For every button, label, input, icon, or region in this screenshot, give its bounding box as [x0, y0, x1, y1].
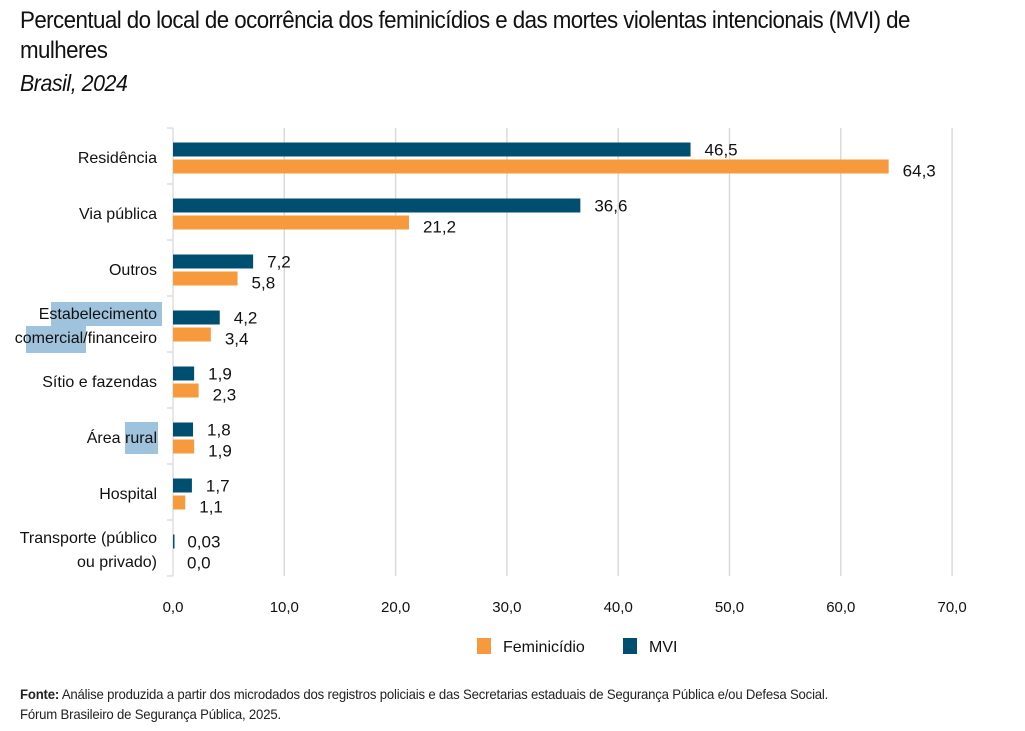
x-tick-label: 50,0 — [715, 599, 744, 616]
source-line2: Fórum Brasileiro de Segurança Pública, 2… — [20, 706, 281, 722]
category-label: comercial/financeiro — [15, 330, 157, 347]
category-label: Hospital — [99, 486, 157, 503]
bar-feminicidio — [173, 495, 186, 510]
value-label-feminicidio: 1,1 — [199, 498, 223, 517]
source-label: Fonte: — [20, 686, 60, 702]
gridlines — [167, 127, 953, 577]
bar-mvi — [173, 422, 194, 437]
highlight-comercial — [26, 326, 86, 353]
category-label: Estabelecimento — [39, 306, 157, 323]
value-label-mvi: 4,2 — [234, 309, 258, 328]
legend-swatch — [623, 638, 637, 654]
bar-feminicidio — [173, 439, 195, 454]
bar-mvi — [173, 254, 254, 269]
value-label-mvi: 7,2 — [267, 253, 291, 272]
category-label: Residência — [78, 150, 157, 167]
category-labels: Residência Via pública Outros Estabelecimen… — [15, 150, 157, 571]
bar-feminicidio — [173, 159, 889, 174]
bar-feminicidio — [173, 327, 211, 342]
bar-mvi — [173, 198, 581, 213]
source-note: Fonte: Análise produzida a partir dos mi… — [20, 684, 1016, 724]
value-label-feminicidio: 2,3 — [213, 386, 237, 405]
chart-subtitle: Brasil, 2024 — [20, 70, 128, 96]
legend-swatch — [477, 638, 491, 654]
value-label-feminicidio: 21,2 — [423, 218, 456, 237]
x-tick-label: 10,0 — [270, 599, 299, 616]
value-label-feminicidio: 3,4 — [225, 330, 249, 349]
legend-label: MVI — [649, 639, 677, 656]
x-tick-label: 20,0 — [381, 599, 410, 616]
category-label: Sítio e fazendas — [42, 374, 157, 391]
text-highlights — [26, 302, 162, 454]
highlight-rural — [125, 422, 158, 454]
bar-feminicidio — [173, 383, 199, 398]
bar-mvi — [173, 534, 175, 549]
chart-title: Percentual do local de ocorrência dos fe… — [20, 7, 910, 64]
value-label-mvi: 0,03 — [187, 533, 220, 552]
category-label: Outros — [109, 262, 157, 279]
legend: Feminicídio MVI — [477, 638, 677, 656]
value-label-feminicidio: 64,3 — [903, 162, 936, 181]
x-axis-ticks: 0,0 10,0 20,0 30,0 40,0 50,0 60,0 70,0 — [163, 599, 967, 616]
bar-mvi — [173, 310, 220, 325]
category-label: Via pública — [79, 206, 157, 223]
bar-mvi — [173, 478, 192, 493]
x-tick-label: 70,0 — [937, 599, 966, 616]
x-tick-label: 60,0 — [826, 599, 855, 616]
x-tick-label: 30,0 — [492, 599, 521, 616]
value-label-feminicidio: 0,0 — [187, 554, 211, 573]
bar-mvi — [173, 366, 195, 381]
category-label: Transporte (público — [20, 530, 157, 547]
category-label: Área rural — [87, 428, 157, 447]
value-label-mvi: 1,8 — [207, 421, 231, 440]
bars — [173, 142, 889, 549]
value-label-mvi: 36,6 — [594, 197, 627, 216]
x-tick-label: 0,0 — [163, 599, 184, 616]
value-label-mvi: 1,9 — [208, 365, 232, 384]
bar-feminicidio — [173, 215, 409, 230]
x-tick-label: 40,0 — [604, 599, 633, 616]
value-labels: 46,5 64,3 36,6 21,2 7,2 5,8 4,2 3,4 1,9 2,3 1,8 1,9… — [187, 141, 936, 573]
legend-label: Feminicídio — [503, 639, 585, 656]
category-label: ou privado) — [77, 554, 157, 571]
value-label-feminicidio: 1,9 — [208, 442, 232, 461]
bar-mvi — [173, 142, 691, 157]
bar-feminicidio — [173, 271, 238, 286]
value-label-feminicidio: 5,8 — [252, 274, 276, 293]
value-label-mvi: 46,5 — [705, 141, 738, 160]
highlight-estabelecimento — [51, 302, 162, 326]
source-text: Análise produzida a partir dos microdado… — [59, 686, 829, 702]
value-label-mvi: 1,7 — [206, 477, 230, 496]
bar-chart: Residência Via pública Outros Estabelecimen… — [15, 127, 967, 656]
